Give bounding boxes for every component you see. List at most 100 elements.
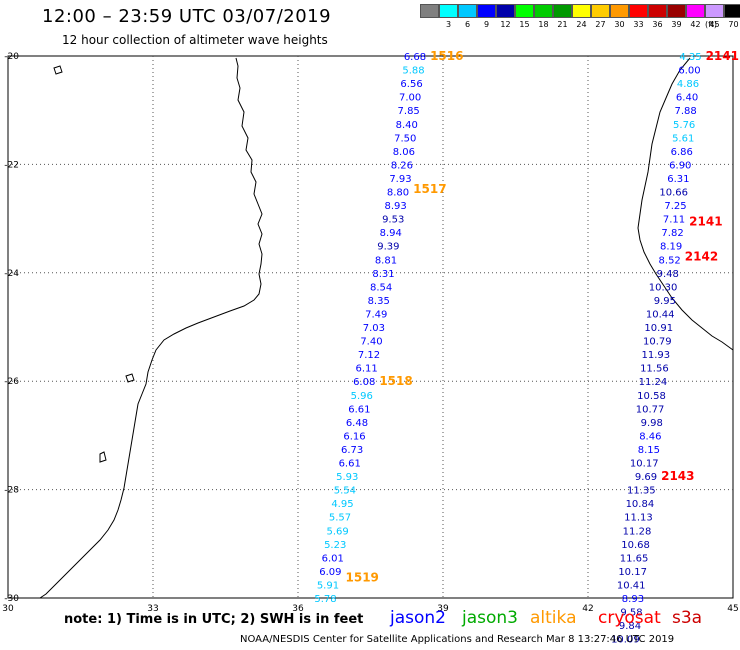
madagascar-coastline: [637, 57, 734, 351]
wave-height-label: 6.48: [346, 418, 368, 429]
colorbar-label: 12: [500, 20, 511, 29]
wave-height-label: 8.93: [384, 201, 406, 212]
wave-height-label: 10.68: [621, 540, 650, 551]
wave-height-label: 11.65: [620, 553, 649, 564]
wave-height-label: 8.81: [375, 255, 397, 266]
wave-height-label: 9.53: [382, 215, 404, 226]
lat-tick-label: -22: [4, 160, 19, 170]
wave-height-label: 11.93: [642, 350, 671, 361]
wave-height-label: 9.95: [654, 296, 676, 307]
colorbar-swatch: [534, 4, 553, 18]
colorbar-label: 33: [633, 20, 644, 29]
colorbar-swatch: [667, 4, 686, 18]
wave-height-label: 7.11: [663, 215, 685, 226]
colorbar-swatch: [553, 4, 572, 18]
wave-height-label: 10.09: [611, 635, 640, 646]
legend-entry: jason2: [390, 608, 446, 628]
colorbar-label: 27: [595, 20, 606, 29]
wave-height-label: 6.08: [353, 377, 375, 388]
legend-entry: jason3: [462, 608, 518, 628]
wave-height-label: 10.41: [617, 580, 646, 591]
colorbar-swatch: [724, 4, 740, 18]
wave-height-label: 5.61: [672, 133, 694, 144]
colorbar-label: 36: [652, 20, 663, 29]
island-outline: [53, 65, 63, 75]
colorbar-label: 70: [728, 20, 739, 29]
credit-line: NOAA/NESDIS Center for Satellite Applica…: [240, 634, 675, 645]
lon-tick-label: 39: [437, 604, 449, 614]
wave-height-label: 9.58: [620, 608, 642, 619]
wave-height-label: 8.40: [396, 120, 418, 131]
wave-height-label: 7.25: [664, 201, 686, 212]
colorbar-swatch: [496, 4, 515, 18]
wave-height-label: 8.31: [372, 269, 394, 280]
legend-entry: s3a: [672, 608, 703, 628]
wave-height-label: 9.69: [635, 472, 657, 483]
colorbar-label: 39: [671, 20, 682, 29]
lat-tick-label: -24: [4, 269, 19, 279]
colorbar-label: 24: [576, 20, 587, 29]
wave-height-label: 5.57: [329, 513, 351, 524]
colorbar-label: 21: [557, 20, 568, 29]
colorbar-label: 3: [445, 20, 452, 29]
wave-height-label: 10.66: [659, 188, 688, 199]
wave-height-label: 8.80: [387, 188, 409, 199]
footnote: note: 1) Time is in UTC; 2) SWH is in fe…: [64, 612, 364, 627]
wave-height-label: 8.52: [659, 255, 681, 266]
legend-entry: altika: [530, 608, 577, 628]
wave-height-label: 10.84: [626, 499, 655, 510]
colorbar-label: 9: [483, 20, 490, 29]
wave-height-label: 11.28: [623, 526, 652, 537]
wave-height-label: 5.78: [314, 594, 336, 605]
colorbar-swatch: [648, 4, 667, 18]
wave-height-label: 5.54: [334, 486, 356, 497]
wave-height-label: 8.35: [368, 296, 390, 307]
wave-height-label: 8.94: [380, 228, 402, 239]
lon-tick-label: 30: [2, 604, 14, 614]
wave-height-label: 5.23: [324, 540, 346, 551]
plot-frame: [7, 55, 734, 599]
wave-height-label: 7.50: [394, 133, 416, 144]
wave-height-label: 4.95: [331, 499, 353, 510]
wave-height-label: 8.19: [660, 242, 682, 253]
wave-height-label: 6.61: [339, 459, 361, 470]
colorbar-swatch: [420, 4, 439, 18]
lon-tick-label: 42: [582, 604, 593, 614]
wave-height-label: 10.17: [630, 459, 659, 470]
wave-height-label: 8.93: [622, 594, 644, 605]
wave-height-label: 5.69: [326, 526, 348, 537]
pass-number-label: 1517: [413, 182, 446, 196]
colorbar-swatch: [610, 4, 629, 18]
colorbar-swatch: [629, 4, 648, 18]
wave-height-label: 5.88: [402, 66, 424, 77]
colorbar-swatch: [477, 4, 496, 18]
wave-height-label: 7.82: [661, 228, 683, 239]
wave-height-label: 6.40: [676, 93, 698, 104]
colorbar-label: 18: [538, 20, 549, 29]
colorbar-label: 45: [709, 20, 720, 29]
wave-height-label: 5.96: [351, 391, 373, 402]
wave-height-label: 4.35: [679, 52, 701, 63]
figure-title: 12:00 – 23:59 UTC 03/07/2019: [42, 6, 332, 27]
africa-coastline: [39, 57, 263, 599]
wave-height-label: 9.84: [619, 621, 641, 632]
colorbar-swatch: [458, 4, 477, 18]
wave-height-label: 10.58: [637, 391, 666, 402]
legend-entry: cryosat: [598, 608, 661, 628]
wave-height-label: 6.31: [667, 174, 689, 185]
colorbar-swatch: [439, 4, 458, 18]
wave-height-label: 9.39: [377, 242, 399, 253]
wave-height-label: 6.01: [322, 553, 344, 564]
colorbar-label: 6: [464, 20, 471, 29]
wave-height-label: 7.40: [360, 337, 382, 348]
lon-tick-label: 36: [292, 604, 304, 614]
wave-height-label: 9.98: [641, 418, 663, 429]
wave-height-label: 6.73: [341, 445, 363, 456]
wave-height-label: 5.76: [673, 120, 695, 131]
wave-height-label: 11.24: [639, 377, 668, 388]
wave-height-label: 8.54: [370, 282, 392, 293]
lat-tick-label: -30: [4, 594, 19, 604]
lat-tick-label: -28: [4, 486, 19, 496]
wave-height-label: 8.06: [393, 147, 415, 158]
pass-number-label: 2141: [689, 214, 722, 228]
